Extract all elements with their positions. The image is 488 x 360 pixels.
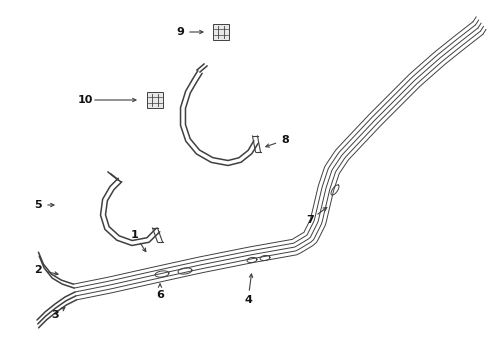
Text: 8: 8 [281, 135, 288, 145]
Text: 7: 7 [305, 215, 313, 225]
Text: 9: 9 [176, 27, 183, 37]
Bar [213, 24, 228, 40]
Text: 2: 2 [34, 265, 42, 275]
Bar [147, 92, 163, 108]
Text: 5: 5 [34, 200, 42, 210]
Text: 1: 1 [131, 230, 139, 240]
Text: 3: 3 [51, 310, 59, 320]
Text: 6: 6 [156, 290, 163, 300]
Text: 10: 10 [77, 95, 93, 105]
Text: 4: 4 [244, 295, 251, 305]
